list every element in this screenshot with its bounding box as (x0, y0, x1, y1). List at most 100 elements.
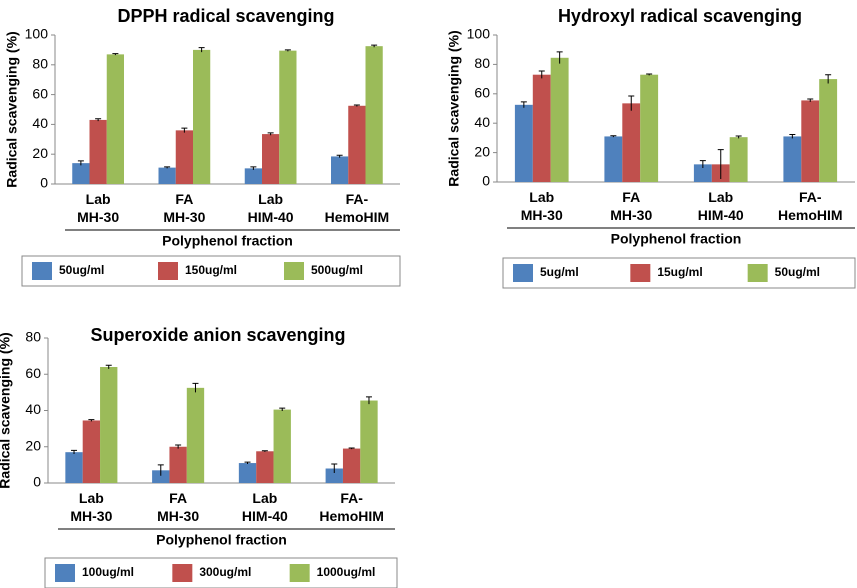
bar (331, 156, 349, 184)
bar (186, 387, 205, 483)
error-bar (331, 463, 338, 474)
error-bar (789, 134, 796, 139)
bar (106, 54, 124, 185)
legend-label: 1000ug/ml (317, 565, 376, 579)
bar (604, 136, 623, 182)
legend-swatch (55, 564, 75, 582)
error-bar (646, 73, 653, 76)
y-tick-label: 0 (33, 474, 41, 490)
bar (532, 74, 551, 182)
y-tick-label: 60 (32, 85, 48, 101)
x-tick-label: FA-HemoHIM (325, 191, 390, 225)
error-bar (267, 132, 274, 136)
bar (279, 50, 297, 184)
bar (365, 46, 383, 184)
bar (244, 168, 262, 184)
bar (193, 49, 211, 185)
error-bar (181, 127, 188, 133)
error-bar (538, 70, 545, 79)
x-axis-label: Polyphenol fraction (611, 231, 742, 247)
error-bar (735, 135, 742, 139)
y-tick-label: 100 (467, 26, 491, 42)
bar (256, 451, 274, 483)
y-tick-label: 60 (474, 85, 490, 101)
bar (360, 400, 378, 483)
x-tick-label: Lab HIM-40 (242, 490, 288, 524)
chart-title: DPPH radical scavenging (117, 6, 334, 26)
y-tick-label: 40 (474, 114, 490, 130)
x-tick-label: Lab MH-30 (77, 191, 119, 225)
error-bar (198, 47, 205, 53)
error-bar (157, 464, 164, 476)
y-tick-label: 0 (482, 173, 490, 189)
y-tick-label: 40 (25, 401, 41, 417)
y-tick-label: 100 (25, 26, 49, 42)
error-bar (610, 135, 617, 138)
error-bar (284, 49, 291, 52)
bar (273, 409, 291, 483)
error-bar (261, 450, 268, 452)
bar (622, 103, 641, 182)
bar (325, 468, 343, 483)
legend-swatch (630, 264, 651, 282)
x-tick-label: Lab MH-30 (521, 189, 563, 223)
x-axis-label: Polyphenol fraction (162, 233, 293, 249)
legend-label: 300ug/ml (199, 565, 251, 579)
x-tick-label: FA MH-30 (610, 189, 652, 223)
bar (100, 367, 118, 483)
bar (640, 74, 659, 182)
bar (152, 470, 170, 483)
error-bar (371, 44, 378, 48)
error-bar (192, 382, 199, 393)
x-axis-label: Polyphenol fraction (156, 532, 287, 548)
x-tick-label: FA-HemoHIM (319, 490, 384, 524)
legend-label: 100ug/ml (82, 565, 134, 579)
bar (801, 100, 820, 182)
legend-label: 50ug/ml (775, 265, 820, 279)
legend-swatch (158, 262, 178, 280)
y-tick-label: 60 (25, 365, 41, 381)
legend-swatch (172, 564, 193, 582)
chart-title: Hydroxyl radical scavenging (558, 6, 802, 26)
error-bar (556, 51, 563, 64)
error-bar (336, 154, 343, 158)
error-bar (112, 53, 119, 56)
bar (175, 130, 193, 184)
error-bar (353, 104, 360, 107)
bar (693, 164, 712, 182)
error-bar (77, 160, 84, 166)
error-bar (348, 447, 355, 450)
y-tick-label: 20 (32, 145, 48, 161)
bar (342, 448, 361, 483)
error-bar (244, 461, 251, 464)
x-tick-label: FA MH-30 (163, 191, 205, 225)
x-tick-label: Lab MH-30 (70, 490, 112, 524)
legend-label: 5ug/ml (540, 265, 579, 279)
error-bar (825, 74, 832, 84)
bar (514, 104, 533, 182)
y-tick-label: 0 (40, 175, 48, 191)
y-axis-label: Radical scavenging (%) (0, 332, 13, 488)
error-bar (628, 95, 635, 111)
legend-label: 15ug/ml (657, 265, 702, 279)
legend-box (502, 257, 856, 289)
y-tick-label: 80 (474, 55, 490, 71)
bar (89, 119, 107, 184)
error-bar (717, 149, 724, 180)
legend-swatch (513, 264, 533, 282)
error-bar (95, 118, 102, 122)
error-bar (88, 419, 95, 422)
bar (550, 57, 569, 182)
bar (783, 136, 802, 182)
legend-label: 50ug/ml (59, 263, 104, 277)
bar (729, 137, 748, 182)
error-bar (365, 396, 372, 405)
error-bar (279, 407, 286, 412)
bar (238, 463, 257, 483)
bar (348, 105, 366, 184)
error-bar (105, 364, 112, 369)
y-tick-label: 20 (474, 143, 490, 159)
bar (169, 446, 187, 483)
legend-swatch (284, 262, 304, 280)
